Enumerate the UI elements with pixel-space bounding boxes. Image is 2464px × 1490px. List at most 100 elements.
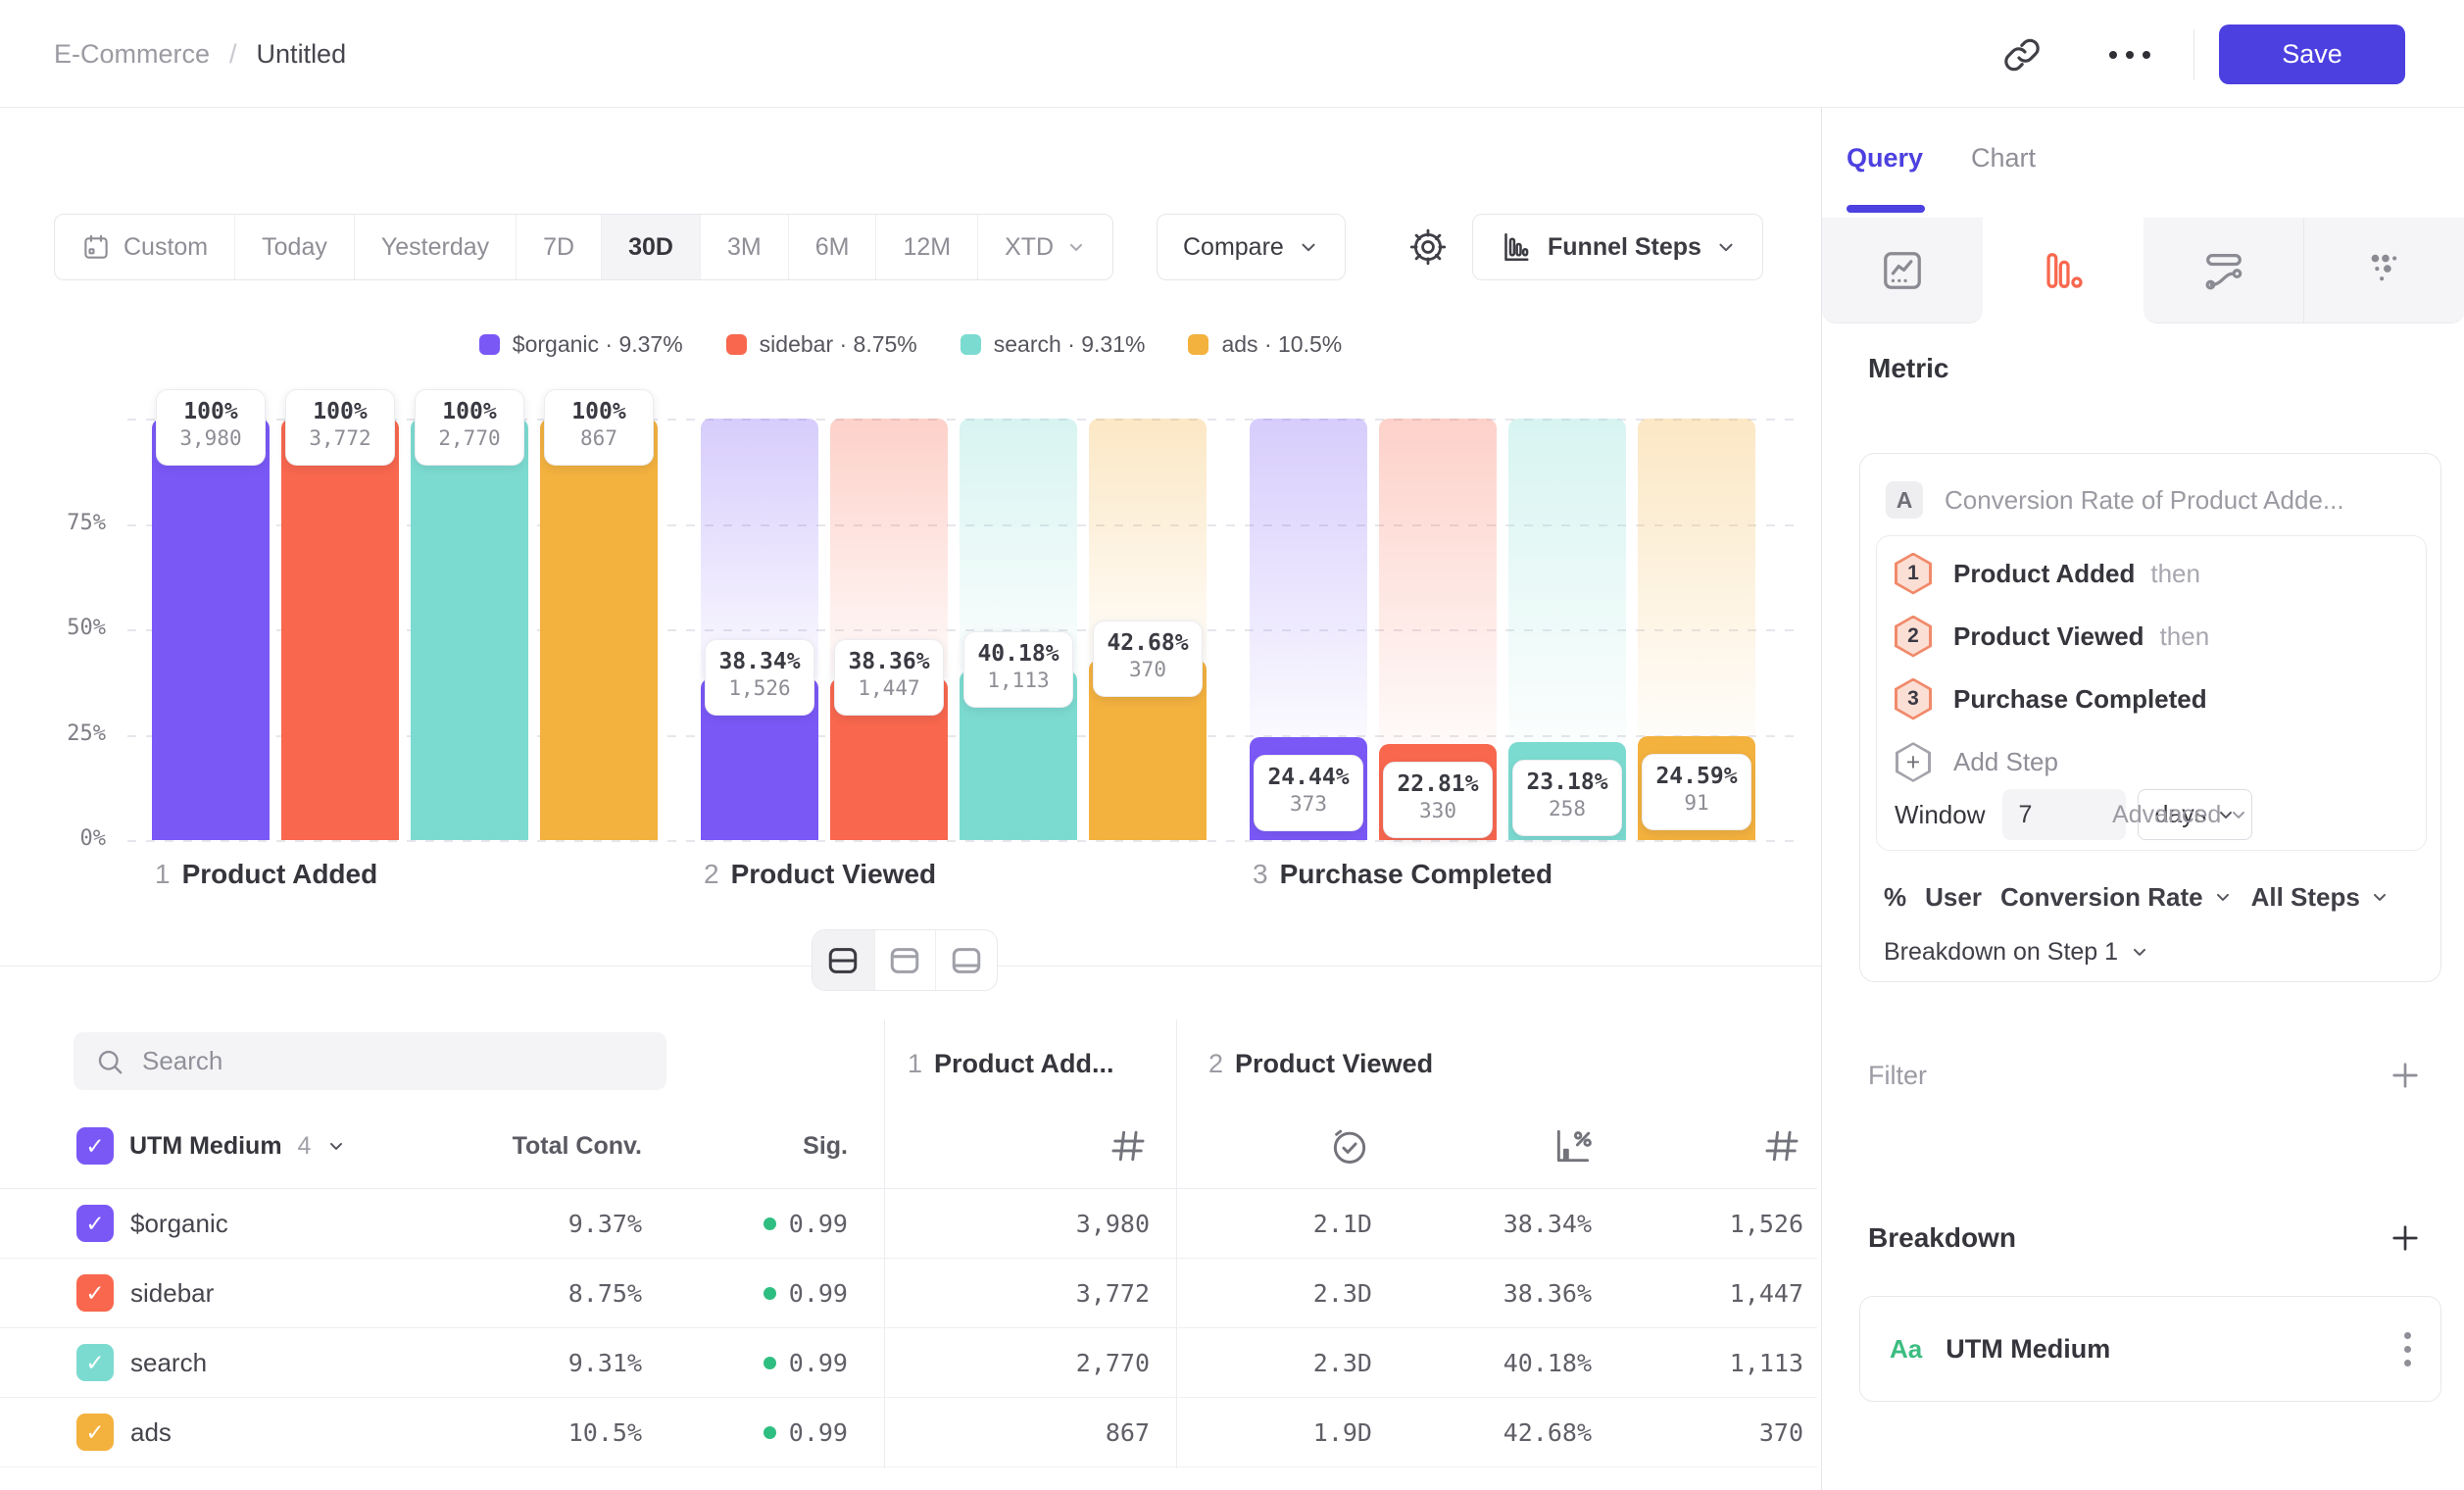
metric-step-2[interactable]: 2 Product Viewed then	[1895, 609, 2209, 664]
step-number-badge: 2	[1895, 615, 1932, 658]
range-label: Today	[262, 232, 327, 261]
breakdown-on-step-dropdown[interactable]: Breakdown on Step 1	[1884, 932, 2149, 971]
chart-only-view-icon	[888, 944, 921, 977]
tab-query[interactable]: Query	[1847, 143, 1924, 173]
count-column-icon[interactable]	[1760, 1124, 1803, 1167]
metric-step-3[interactable]: 3 Purchase Completed	[1895, 671, 2207, 726]
chart-type-line-chart[interactable]	[1822, 218, 1983, 323]
sig-dot	[763, 1426, 776, 1439]
total-conv-value: 10.5%	[567, 1418, 642, 1447]
bar-count-value: 1,526	[728, 676, 791, 700]
legend-swatch	[1188, 333, 1209, 355]
add-breakdown-button[interactable]	[2388, 1220, 2423, 1256]
step-name: Product Add...	[934, 1048, 1114, 1078]
funnel-bar-organic[interactable]	[152, 419, 270, 840]
tab-chart[interactable]: Chart	[1971, 143, 2037, 173]
breakdown-column-label[interactable]: UTM Medium	[129, 1131, 282, 1160]
range-12m[interactable]: 12M	[875, 215, 977, 279]
row-checkbox[interactable]: ✓	[76, 1414, 114, 1451]
column-divider	[884, 1019, 885, 1468]
chart-type-tabs	[1822, 218, 2464, 323]
save-button[interactable]: Save	[2219, 25, 2405, 84]
measure-scope-dropdown[interactable]: All Steps	[2251, 882, 2390, 913]
add-step-button[interactable]: + Add Step	[1895, 737, 2058, 786]
step-index: 2	[1208, 1048, 1224, 1078]
legend-label: ads · 10.5%	[1221, 330, 1343, 357]
chart-type-funnel-bars[interactable]	[1983, 218, 2144, 323]
metric-title[interactable]: Conversion Rate of Product Adde...	[1945, 484, 2344, 515]
bar-pct-value: 100%	[442, 399, 497, 424]
legend-item-ads[interactable]: ads · 10.5%	[1188, 331, 1342, 358]
chart-view-label: Funnel Steps	[1548, 232, 1701, 261]
funnel-bar-sidebar[interactable]	[281, 419, 399, 840]
y-axis-label: 0%	[79, 826, 107, 851]
window-unit-dropdown[interactable]: days	[2138, 789, 2253, 840]
row-checkbox[interactable]: ✓	[76, 1344, 114, 1381]
compare-button[interactable]: Compare	[1157, 214, 1346, 280]
breakdown-count: 4	[297, 1131, 312, 1160]
advanced-toggle[interactable]: Advanced	[2112, 801, 2248, 829]
legend-label: $organic · 9.37%	[512, 330, 683, 357]
legend-item-sidebar[interactable]: sidebar · 8.75%	[725, 330, 917, 358]
row-label: ads	[130, 1417, 172, 1447]
range-yesterday[interactable]: Yesterday	[353, 215, 516, 279]
measure-metric-dropdown[interactable]: Conversion Rate	[2000, 882, 2233, 913]
count-column-icon[interactable]	[1107, 1124, 1150, 1167]
legend-item-organic[interactable]: $organic · 9.37%	[478, 330, 683, 358]
conv-rate-column-icon[interactable]	[1552, 1124, 1595, 1167]
total-conv-value: 9.31%	[567, 1349, 642, 1377]
range-3m[interactable]: 3M	[699, 215, 788, 279]
range-30d[interactable]: 30D	[601, 215, 700, 279]
layout-option-split-view[interactable]	[813, 930, 874, 990]
add-filter-button[interactable]	[2388, 1058, 2423, 1093]
funnel-bar-search[interactable]	[411, 419, 528, 840]
row-checkbox[interactable]: ✓	[76, 1205, 114, 1242]
breakdown-item[interactable]: Aa UTM Medium	[1859, 1296, 2441, 1402]
breadcrumb-report-name[interactable]: Untitled	[256, 38, 347, 69]
row-checkbox[interactable]: ✓	[76, 1274, 114, 1312]
avg-time-value: 2.1D	[1312, 1210, 1372, 1238]
sig-header[interactable]: Sig.	[803, 1132, 848, 1160]
chart-legend: $organic · 9.37% sidebar · 8.75% search · …	[0, 327, 1821, 361]
select-all-checkbox[interactable]: ✓	[76, 1127, 114, 1165]
chart-view-selector[interactable]: Funnel Steps	[1472, 214, 1763, 280]
range-today[interactable]: Today	[234, 215, 354, 279]
bar-value-label: 100% 3,772	[285, 389, 395, 466]
avg-time-column-icon[interactable]	[1328, 1124, 1371, 1167]
gridline	[127, 419, 1794, 421]
window-value-input[interactable]	[2002, 789, 2127, 840]
range-7d[interactable]: 7D	[516, 215, 601, 279]
layout-option-table-only-view[interactable]	[935, 930, 997, 990]
breadcrumb-separator: /	[229, 38, 237, 69]
more-menu-button[interactable]	[2103, 41, 2156, 69]
search-input[interactable]	[142, 1046, 645, 1076]
chevron-down-icon[interactable]	[326, 1136, 346, 1156]
step-index: 1	[908, 1048, 923, 1078]
legend-label: sidebar · 8.75%	[759, 330, 917, 357]
range-xtd[interactable]: XTD	[977, 215, 1112, 279]
share-link-button[interactable]	[1999, 32, 2045, 77]
breadcrumb-project[interactable]: E-Commerce	[54, 38, 211, 69]
range-custom[interactable]: Custom	[55, 215, 234, 279]
y-axis-label: 75%	[67, 511, 106, 535]
bar-count-value: 91	[1684, 791, 1709, 815]
range-label: XTD	[1005, 232, 1055, 261]
step-number: 1	[1897, 555, 1929, 592]
chart-settings-button[interactable]	[1405, 224, 1451, 270]
range-6m[interactable]: 6M	[787, 215, 876, 279]
step-name: Product Viewed	[730, 859, 937, 889]
chart-type-flow[interactable]	[2144, 218, 2304, 323]
legend-item-search[interactable]: search · 9.31%	[960, 331, 1145, 358]
kebab-menu-icon[interactable]	[2404, 1331, 2411, 1366]
total-conv-value: 9.37%	[567, 1210, 642, 1238]
total-conv-header[interactable]: Total Conv.	[512, 1132, 642, 1160]
measure-entity[interactable]: User	[1925, 881, 1982, 912]
layout-option-chart-only-view[interactable]	[873, 930, 936, 990]
chart-type-dots-grid[interactable]	[2304, 218, 2464, 323]
metric-step-1[interactable]: 1 Product Added then	[1895, 546, 2200, 601]
chart-step-label: 3 Purchase Completed	[1253, 859, 1552, 890]
step-index: 1	[155, 859, 171, 889]
table-group-header-step1: 1 Product Add...	[908, 1041, 1114, 1086]
step-number-badge: 1	[1895, 552, 1932, 595]
funnel-bar-ads[interactable]	[540, 419, 658, 840]
